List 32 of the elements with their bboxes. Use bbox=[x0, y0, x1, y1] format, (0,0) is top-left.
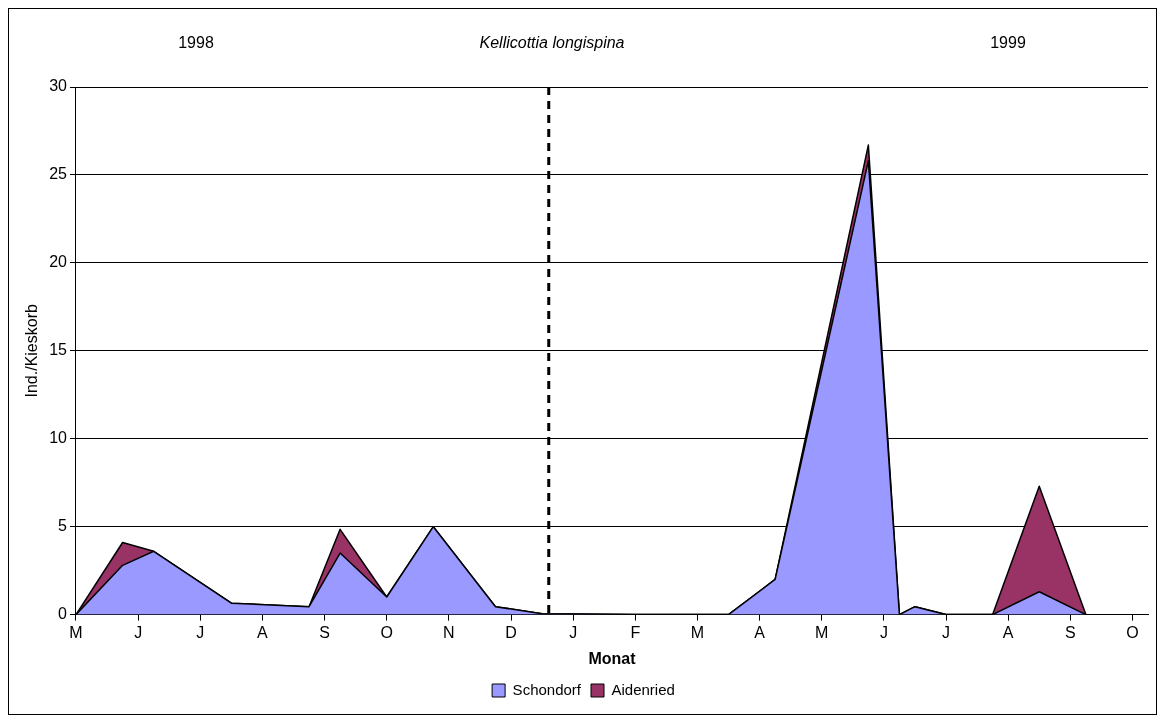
y-tick-label: 10 bbox=[49, 429, 68, 447]
legend-label: Aidenried bbox=[611, 680, 675, 698]
x-tick-label: S bbox=[319, 623, 330, 641]
x-tick-label: S bbox=[1064, 623, 1076, 641]
legend-label: Schondorf bbox=[512, 680, 582, 698]
y-tick-label: 5 bbox=[58, 517, 68, 535]
text: 1998 bbox=[178, 34, 214, 52]
x-tick-label: J bbox=[942, 623, 951, 641]
y-tick-label: 30 bbox=[49, 77, 68, 95]
y-tick-label: 15 bbox=[49, 341, 68, 359]
x-tick-label: M bbox=[69, 623, 83, 641]
y-axis-title: Ind./Kieskorb bbox=[23, 304, 41, 398]
x-tick-label: A bbox=[257, 623, 269, 641]
x-tick-label: J bbox=[879, 623, 888, 641]
x-tick-label: J bbox=[569, 623, 578, 641]
x-tick-label: J bbox=[134, 623, 143, 641]
x-axis-title: Monat bbox=[588, 649, 637, 667]
x-tick-label: M bbox=[815, 623, 829, 641]
x-tick-label: A bbox=[1002, 623, 1014, 641]
x-tick-label: F bbox=[630, 623, 641, 641]
text: 1999 bbox=[990, 34, 1026, 52]
x-tick-label: O bbox=[1126, 623, 1139, 641]
y-tick-label: 20 bbox=[49, 253, 68, 271]
x-tick-label: O bbox=[380, 623, 393, 641]
x-tick-label: J bbox=[196, 623, 205, 641]
x-tick-label: M bbox=[690, 623, 705, 641]
y-tick-label: 25 bbox=[49, 165, 68, 183]
chart-title: Kellicottia longispina bbox=[479, 34, 625, 52]
x-tick-label: A bbox=[754, 623, 766, 641]
x-tick-label: D bbox=[505, 623, 517, 641]
x-tick-label: N bbox=[443, 623, 455, 641]
y-tick-label: 0 bbox=[58, 605, 68, 623]
